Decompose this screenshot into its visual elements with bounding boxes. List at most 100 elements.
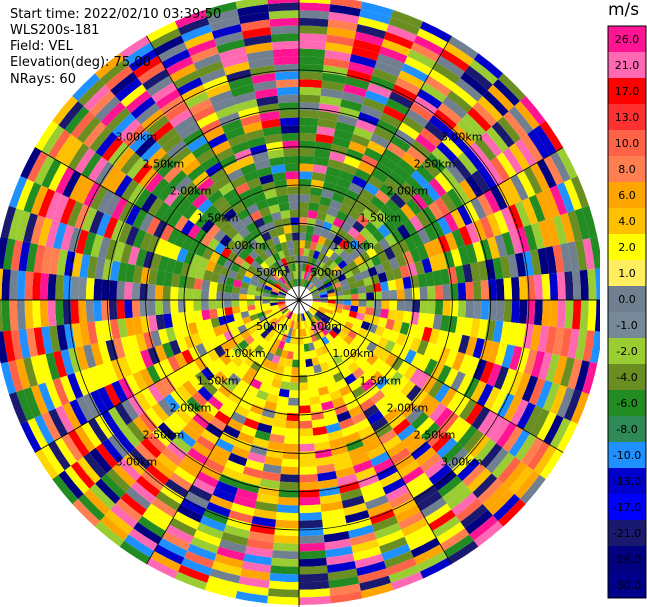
velocity-cell [353, 272, 364, 282]
velocity-cell [579, 300, 589, 331]
velocity-cell [224, 459, 245, 474]
nrays-text: NRays: 60 [10, 72, 76, 87]
velocity-cell [385, 386, 401, 402]
velocity-cell [508, 143, 531, 171]
velocity-cell [405, 472, 429, 492]
velocity-cell [126, 420, 147, 443]
velocity-cell [526, 300, 536, 325]
velocity-cell [16, 270, 27, 300]
velocity-cell [284, 326, 290, 335]
velocity-cell [262, 300, 271, 304]
velocity-cell [323, 238, 333, 249]
velocity-cell [305, 311, 312, 319]
velocity-cell [404, 300, 413, 312]
velocity-cell [357, 111, 380, 127]
velocity-cell [62, 300, 72, 325]
velocity-cell [316, 321, 324, 330]
range-label: 2.00km [170, 185, 212, 198]
velocity-cell [415, 210, 431, 228]
velocity-cell [357, 424, 375, 439]
velocity-cell [345, 189, 360, 202]
velocity-cell [299, 344, 305, 353]
velocity-cell [165, 326, 177, 343]
velocity-cell [267, 440, 284, 451]
velocity-cell [299, 71, 323, 81]
velocity-cell [176, 429, 197, 448]
velocity-cell [200, 464, 222, 481]
velocity-cell [68, 227, 82, 253]
velocity-cell [480, 131, 503, 157]
velocity-cell [493, 365, 509, 390]
velocity-cell [500, 368, 517, 393]
velocity-cell [417, 393, 435, 412]
velocity-cell [543, 155, 564, 186]
velocity-cell [299, 450, 316, 460]
velocity-cell [169, 517, 197, 537]
velocity-cell [262, 292, 271, 297]
velocity-cell [118, 201, 135, 223]
velocity-cell [278, 388, 290, 398]
velocity-cell [156, 452, 179, 473]
azimuth-line [146, 35, 300, 301]
velocity-cell [186, 396, 203, 413]
velocity-cell [143, 250, 155, 269]
velocity-cell [325, 422, 342, 434]
velocity-cell [299, 511, 323, 521]
velocity-cell [58, 100, 84, 130]
velocity-cell [193, 300, 202, 312]
velocity-cell [164, 102, 189, 122]
velocity-cell [248, 249, 259, 260]
velocity-cell [411, 300, 421, 313]
velocity-cell [277, 395, 289, 406]
velocity-cell [194, 228, 208, 244]
velocity-cell [193, 529, 222, 547]
velocity-cell [300, 278, 304, 287]
velocity-cell [459, 179, 477, 202]
velocity-cell [287, 186, 299, 195]
velocity-cell [437, 475, 463, 498]
velocity-cell [510, 300, 520, 324]
azimuth-line [298, 147, 564, 301]
velocity-cell [498, 73, 526, 101]
velocity-cell [227, 320, 238, 331]
velocity-cell [261, 407, 276, 419]
velocity-cell [198, 256, 210, 270]
velocity-cell [127, 183, 146, 205]
velocity-cell [274, 347, 283, 357]
colorbar-swatch [608, 416, 646, 443]
velocity-cell [366, 300, 375, 308]
velocity-cell [263, 270, 272, 279]
colorbar-swatch [608, 494, 646, 521]
velocity-cell [244, 335, 255, 346]
velocity-cell [95, 478, 121, 504]
velocity-cell [371, 416, 389, 432]
velocity-cell [469, 59, 499, 85]
velocity-cell [286, 240, 294, 250]
velocity-cell [313, 314, 321, 322]
velocity-cell [140, 232, 154, 251]
velocity-cell [74, 370, 91, 397]
velocity-cell [318, 272, 327, 281]
velocity-cell [212, 97, 236, 113]
velocity-cell [320, 300, 329, 304]
velocity-cell [320, 245, 329, 255]
velocity-cell [334, 184, 349, 197]
velocity-cell [192, 170, 210, 188]
velocity-cell [307, 282, 314, 290]
velocity-cell [390, 356, 404, 372]
velocity-cell [152, 153, 172, 173]
velocity-cell [351, 175, 368, 189]
velocity-cell [272, 418, 287, 429]
velocity-cell [241, 560, 272, 573]
velocity-cell [272, 542, 299, 552]
velocity-cell [196, 60, 224, 78]
velocity-cell [185, 300, 194, 312]
velocity-cell [296, 278, 299, 287]
velocity-cell [265, 141, 284, 152]
velocity-cell [313, 268, 321, 277]
velocity-cell [269, 300, 278, 304]
velocity-cell [246, 300, 255, 306]
velocity-cell [370, 333, 382, 346]
velocity-cell [77, 493, 106, 522]
velocity-cell [142, 509, 170, 532]
